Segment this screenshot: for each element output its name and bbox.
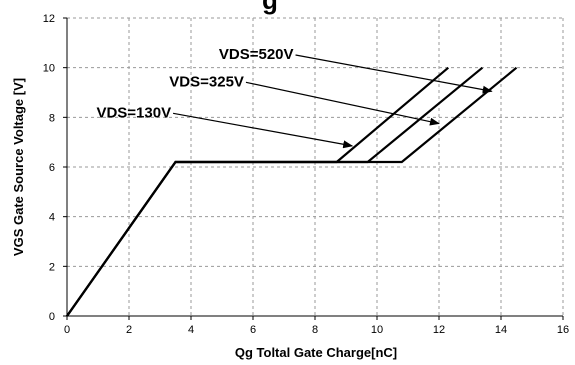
annotation-label-vds-325v: VDS=325V [169, 73, 244, 90]
y-tick-label-0: 0 [49, 311, 55, 323]
annotation-label-vds-130v: VDS=130V [96, 104, 171, 121]
annotation-arrow-vds-130v [172, 112, 354, 149]
y-axis-title: VGS Gate Source Voltage [V] [11, 78, 26, 256]
x-tick-label-8: 8 [312, 324, 318, 336]
x-tick-label-14: 14 [495, 324, 507, 336]
axes: 0 2 4 6 8 10 12 0 2 4 6 8 10 12 14 16 [43, 13, 569, 336]
y-tick-label-12: 12 [43, 13, 55, 25]
annotation-label-vds-520v: VDS=520V [219, 46, 294, 63]
y-tick-label-6: 6 [49, 162, 55, 174]
y-tick-label-8: 8 [49, 112, 55, 124]
x-tick-label-12: 12 [433, 324, 445, 336]
x-tick-label-6: 6 [250, 324, 256, 336]
series-line-vds-520v [66, 66, 518, 317]
series-lines [66, 66, 518, 317]
annotations: VDS=520V VDS=325V VDS=130V [96, 46, 493, 149]
chart-title-fragment: g [262, 0, 278, 15]
annotation-arrow-vds-325v [245, 81, 440, 126]
x-tick-label-2: 2 [126, 324, 132, 336]
x-tick-label-4: 4 [188, 324, 194, 336]
annotation-arrow-vds-520v [295, 54, 493, 94]
x-tick-label-0: 0 [64, 324, 70, 336]
y-tick-label-10: 10 [43, 63, 55, 75]
x-axis-title: Qg Toltal Gate Charge[nC] [235, 345, 397, 360]
y-tick-label-2: 2 [49, 261, 55, 273]
y-tick-label-4: 4 [49, 212, 55, 224]
x-tick-label-16: 16 [557, 324, 569, 336]
gridlines [67, 17, 564, 316]
x-tick-label-10: 10 [371, 324, 383, 336]
